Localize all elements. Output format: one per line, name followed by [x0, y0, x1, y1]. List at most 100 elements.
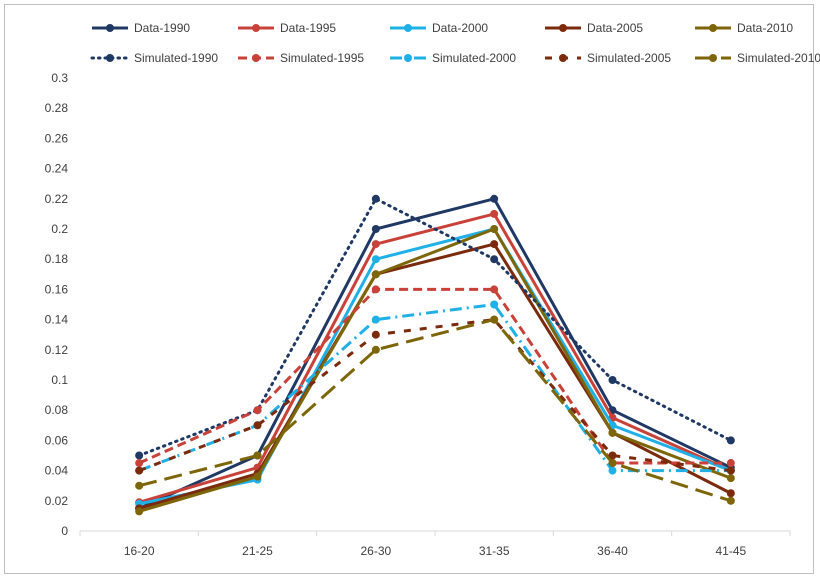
legend-marker — [404, 24, 412, 32]
data-point — [371, 240, 380, 249]
data-point — [253, 451, 262, 460]
legend-label: Simulated-2010 — [737, 51, 820, 65]
series-line — [138, 212, 732, 504]
legend-entry: Data-1990 — [92, 21, 190, 35]
data-point — [726, 436, 735, 445]
x-tick-label: 31-35 — [479, 544, 510, 558]
series-simulated-1990 — [135, 194, 735, 460]
y-tick-label: 0.16 — [45, 282, 69, 296]
legend-label: Simulated-2005 — [587, 51, 671, 65]
legend-marker — [404, 54, 412, 62]
legend-entry: Simulated-1995 — [238, 51, 364, 65]
data-point — [371, 330, 380, 339]
legend-label: Data-2010 — [737, 21, 793, 35]
y-tick-label: 0.14 — [45, 313, 69, 327]
data-point — [371, 225, 380, 233]
y-tick-label: 0.3 — [51, 71, 68, 85]
x-tick-label: 36-40 — [597, 544, 628, 558]
y-tick-label: 0.06 — [45, 433, 69, 447]
legend-marker — [252, 54, 260, 62]
legend-entry: Data-2010 — [695, 21, 793, 35]
data-point — [253, 472, 262, 481]
legend-marker — [559, 54, 567, 62]
data-point — [726, 489, 735, 498]
x-tick-label: 26-30 — [360, 544, 391, 558]
series-line — [138, 318, 732, 473]
series-line — [138, 197, 732, 510]
legend-entry: Data-2000 — [390, 21, 488, 35]
plot-area — [135, 194, 735, 516]
data-point — [608, 466, 617, 475]
legend-marker — [106, 54, 114, 62]
data-point — [135, 459, 144, 468]
series-line — [138, 318, 732, 503]
data-point — [371, 194, 380, 203]
data-point — [135, 466, 144, 475]
data-point — [135, 507, 144, 516]
data-point — [490, 225, 499, 233]
legend-entry: Simulated-1990 — [90, 51, 218, 65]
legend-entry: Data-1995 — [238, 21, 336, 35]
data-point — [490, 240, 499, 249]
y-tick-label: 0.04 — [45, 464, 69, 478]
x-tick-label: 41-45 — [715, 544, 746, 558]
legend-label: Simulated-2000 — [432, 51, 516, 65]
series-data-2000 — [135, 225, 735, 508]
data-point — [490, 209, 499, 218]
data-point — [371, 270, 380, 279]
legend-label: Data-1995 — [280, 21, 336, 35]
y-tick-label: 0.08 — [45, 403, 69, 417]
data-point — [253, 421, 262, 430]
data-point — [726, 474, 735, 483]
legend-marker — [559, 24, 567, 32]
data-point — [135, 451, 144, 460]
y-tick-label: 0.22 — [45, 192, 69, 206]
legend-marker — [709, 24, 717, 32]
legend-label: Simulated-1990 — [134, 51, 218, 65]
data-point — [490, 285, 499, 294]
y-axis: 0 0.02 0.04 0.06 0.08 0.1 0.12 0.14 0.16 0.18 0.2 0… — [45, 71, 69, 538]
legend-label: Data-2005 — [587, 21, 643, 35]
y-tick-label: 0.12 — [45, 343, 69, 357]
data-point — [608, 451, 617, 460]
chart-frame — [4, 4, 814, 574]
y-tick-label: 0.02 — [45, 494, 69, 508]
series-data-2010 — [135, 225, 735, 516]
series-simulated-2010 — [135, 315, 735, 505]
data-point — [490, 194, 499, 203]
y-tick-label: 0.1 — [51, 373, 68, 387]
y-tick-label: 0.18 — [45, 252, 69, 266]
data-point — [135, 481, 144, 490]
x-axis: 16-20 21-25 26-30 31-35 36-40 41-45 — [79, 530, 791, 558]
data-point — [608, 459, 617, 468]
data-point — [726, 496, 735, 505]
legend-marker — [106, 24, 114, 32]
legend-marker — [709, 54, 717, 62]
data-point — [253, 406, 262, 415]
data-point — [608, 428, 617, 437]
data-point — [608, 376, 617, 384]
y-tick-label: 0.28 — [45, 101, 69, 115]
data-point — [490, 315, 499, 324]
data-point — [490, 255, 499, 264]
legend-marker — [252, 24, 260, 32]
x-tick-label: 16-20 — [124, 544, 155, 558]
legend-entry: Data-2005 — [545, 21, 643, 35]
series-line — [138, 227, 732, 513]
data-point — [490, 300, 499, 309]
data-point — [726, 466, 735, 475]
series-line — [138, 287, 731, 465]
legend-label: Data-1990 — [134, 21, 190, 35]
data-point — [371, 315, 380, 324]
y-tick-label: 0.24 — [45, 162, 69, 176]
y-tick-label: 0.2 — [51, 222, 68, 236]
data-point — [371, 285, 380, 294]
y-tick-label: 0.26 — [45, 131, 69, 145]
y-tick-label: 0 — [61, 524, 68, 538]
legend-label: Simulated-1995 — [280, 51, 364, 65]
x-tick-label: 21-25 — [242, 544, 273, 558]
data-point — [371, 345, 380, 354]
data-point — [726, 459, 735, 468]
legend-entry: Simulated-2010 — [695, 51, 820, 65]
